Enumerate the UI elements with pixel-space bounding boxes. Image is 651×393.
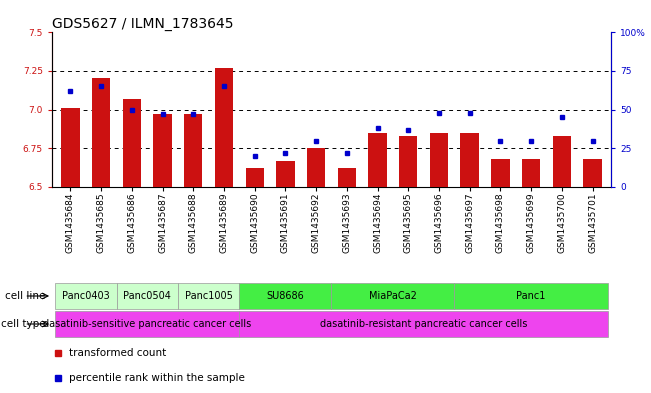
Bar xyxy=(492,159,510,187)
Bar xyxy=(522,159,540,187)
Bar xyxy=(583,159,602,187)
Bar xyxy=(399,136,417,187)
Bar xyxy=(460,133,479,187)
Text: dasatinib-sensitive pancreatic cancer cells: dasatinib-sensitive pancreatic cancer ce… xyxy=(43,319,251,329)
Bar xyxy=(92,79,111,187)
Bar xyxy=(61,108,79,187)
Text: cell line: cell line xyxy=(5,291,46,301)
Text: transformed count: transformed count xyxy=(69,349,166,358)
Text: percentile rank within the sample: percentile rank within the sample xyxy=(69,373,245,383)
Bar xyxy=(338,168,356,187)
Text: Panc0403: Panc0403 xyxy=(62,291,109,301)
Bar xyxy=(430,133,449,187)
Text: MiaPaCa2: MiaPaCa2 xyxy=(369,291,417,301)
Bar xyxy=(276,161,295,187)
Bar xyxy=(331,283,454,309)
Bar xyxy=(553,136,571,187)
Text: cell type: cell type xyxy=(1,319,46,329)
Bar xyxy=(307,148,326,187)
Bar xyxy=(240,283,331,309)
Text: Panc0504: Panc0504 xyxy=(123,291,171,301)
Bar xyxy=(117,283,178,309)
Text: Panc1005: Panc1005 xyxy=(185,291,232,301)
Bar xyxy=(154,114,172,187)
Text: SU8686: SU8686 xyxy=(266,291,304,301)
Bar xyxy=(454,283,608,309)
Bar xyxy=(184,114,202,187)
Text: dasatinib-resistant pancreatic cancer cells: dasatinib-resistant pancreatic cancer ce… xyxy=(320,319,527,329)
Bar xyxy=(55,311,240,336)
Bar xyxy=(240,311,608,336)
Bar xyxy=(368,133,387,187)
Bar xyxy=(245,168,264,187)
Bar xyxy=(178,283,240,309)
Text: GDS5627 / ILMN_1783645: GDS5627 / ILMN_1783645 xyxy=(52,17,234,31)
Text: Panc1: Panc1 xyxy=(516,291,546,301)
Bar xyxy=(215,68,233,187)
Bar xyxy=(122,99,141,187)
Bar xyxy=(55,283,117,309)
